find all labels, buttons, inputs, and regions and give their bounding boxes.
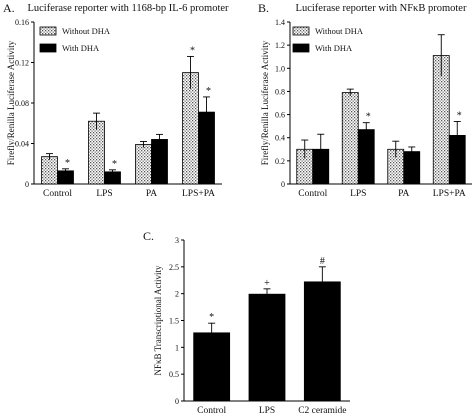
y-tick-label: 1 [175, 343, 179, 352]
y-axis-label: NFκB Transcriptional Activity [153, 265, 163, 376]
y-tick-label: 0.04 [15, 140, 29, 149]
y-tick-label: 0.2 [275, 157, 285, 166]
panel-letter: B. [258, 1, 269, 15]
bar [41, 156, 58, 185]
bar [182, 72, 199, 185]
chart-title: Luciferase reporter with NFκB promoter [296, 3, 467, 14]
significance-marker: * [457, 111, 462, 122]
y-tick-label: 0.08 [15, 99, 29, 108]
y-tick-label: 0.4 [275, 134, 285, 143]
x-category-label: Control [298, 189, 327, 199]
bar [135, 144, 152, 185]
bar [357, 129, 375, 185]
legend-entry: With DHA [62, 43, 100, 53]
legend-entry: With DHA [315, 43, 353, 53]
x-category-label: LPS [96, 189, 112, 199]
bar [341, 92, 359, 185]
y-tick-label: 1.0 [275, 64, 285, 73]
y-axis-label: Firefly/Renilla Luciferase Activity [6, 40, 16, 165]
legend-entry: Without DHA [315, 26, 364, 36]
bar [193, 332, 231, 402]
bar [151, 139, 168, 185]
y-tick-label: 0 [25, 180, 29, 189]
significance-marker: * [206, 86, 211, 97]
significance-marker: * [366, 112, 371, 123]
y-tick-label: 0.16 [15, 18, 29, 27]
legend-swatch [39, 26, 57, 36]
x-category-label: LPS [350, 189, 366, 199]
bar [303, 281, 341, 402]
x-category-label: Control [197, 406, 226, 416]
legend-swatch [292, 43, 310, 53]
legend-swatch [292, 26, 310, 36]
chart-panel-a: A. Luciferase reporter with 1168-bp IL-6 … [3, 1, 229, 199]
x-category-label: C2 ceramide [298, 406, 346, 416]
x-category-label: PA [146, 189, 157, 199]
y-tick-label: 3 [175, 236, 179, 245]
panel-letter: C. [143, 229, 154, 243]
significance-marker: * [112, 159, 117, 170]
y-tick-label: 1.4 [275, 18, 285, 27]
significance-marker: * [209, 312, 214, 323]
y-tick-label: 1.2 [275, 41, 285, 50]
chart-panel-b: B. Luciferase reporter with NFκB promoter… [258, 1, 472, 199]
significance-marker: * [190, 45, 195, 56]
x-category-label: PA [398, 189, 409, 199]
y-tick-label: 0.6 [275, 111, 285, 120]
bar [88, 120, 105, 185]
x-category-label: Control [43, 189, 72, 199]
x-category-label: LPS [259, 406, 275, 416]
x-category-label: LPS+PA [182, 189, 215, 199]
y-tick-label: 0.8 [275, 87, 285, 96]
y-tick-label: 0 [175, 397, 179, 406]
x-category-label: LPS+PA [433, 189, 466, 199]
bar [248, 293, 286, 402]
significance-marker: # [320, 256, 325, 267]
y-axis-label: Firefly/Renilla Luciferase Activity [260, 40, 270, 165]
y-tick-label: 0 [281, 180, 285, 189]
significance-marker: * [65, 158, 70, 169]
bar [403, 151, 421, 185]
y-tick-label: 0.5 [169, 370, 179, 379]
significance-marker: + [264, 278, 270, 289]
legend-entry: Without DHA [62, 26, 111, 36]
panel-letter: A. [3, 1, 15, 15]
y-tick-label: 2 [175, 290, 179, 299]
chart-panel-c: C. 0 0.5 1 1.5 2 2.5 3 NFκB Transcriptional Acti… [143, 229, 350, 416]
legend-swatch [39, 43, 57, 53]
chart-title: Luciferase reporter with 1168-bp IL-6 pr… [27, 3, 229, 14]
y-tick-label: 0.12 [15, 59, 29, 68]
y-tick-label: 2.5 [169, 263, 179, 272]
y-tick-label: 1.5 [169, 317, 179, 326]
